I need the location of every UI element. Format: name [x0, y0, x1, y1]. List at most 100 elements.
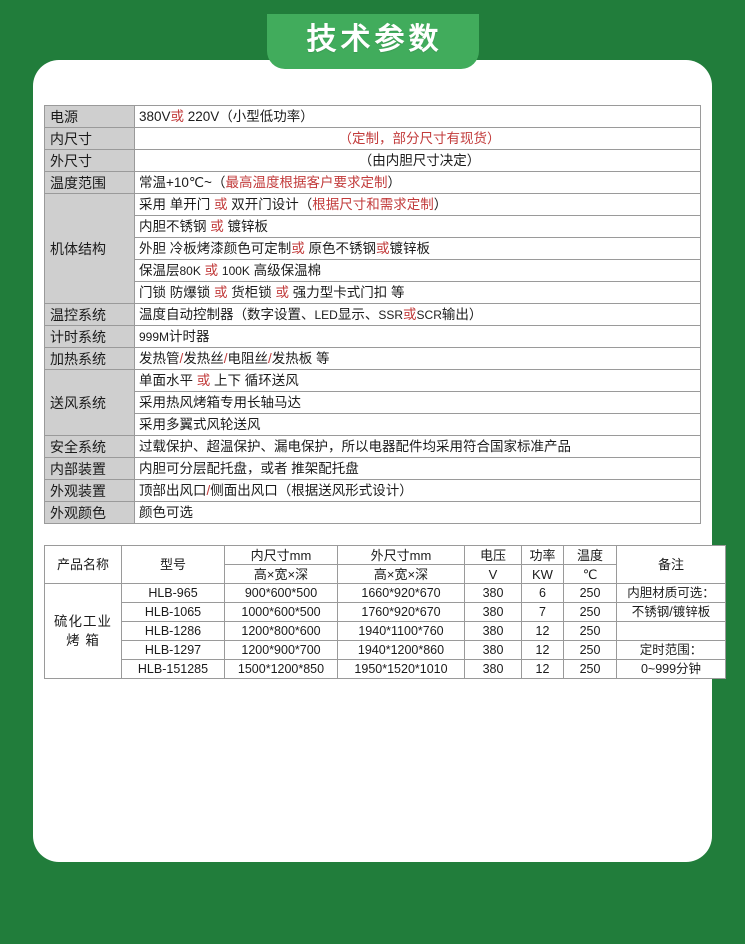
model-cell-power: 7 — [521, 602, 564, 622]
model-table-header-row-top: 产品名称 型号 内尺寸mm 外尺寸mm 电压 功率 温度 备注 — [44, 545, 726, 584]
spec-table-row: 保温层80K 或 100K 高级保温棉 — [45, 259, 701, 282]
model-cell-voltage: 380 — [464, 659, 522, 679]
header-voltage-unit: V — [464, 564, 522, 584]
header-voltage: 电压 — [464, 545, 522, 565]
model-product-name: 硫化工业烤 箱 — [44, 583, 122, 679]
spec-row-value: 颜色可选 — [134, 501, 701, 524]
model-table-row: HLB-1286 1200*800*600 1940*1100*760 380 12 25… — [45, 621, 726, 641]
model-cell-model: HLB-1065 — [121, 602, 225, 622]
spec-table-row: 内尺寸 （定制，部分尺寸有现货） — [44, 127, 701, 150]
model-cell-outer-size: 1760*920*670 — [337, 602, 465, 622]
spec-row-label: 内部装置 — [44, 457, 135, 480]
spec-table-row: 电源 380V或 220V（小型低功率） — [44, 105, 701, 128]
header-temperature-unit: ℃ — [563, 564, 617, 584]
model-cell-outer-size: 1940*1200*860 — [337, 640, 465, 660]
model-cell-model: HLB-965 — [121, 583, 225, 603]
model-table-body: 硫化工业烤 箱 HLB-965 900*600*500 1660*920*670 380… — [44, 583, 726, 679]
model-cell-power: 12 — [521, 640, 564, 660]
specification-table: 电源 380V或 220V（小型低功率） 内尺寸 （定制，部分尺寸有现货） 外尺寸 （由内… — [44, 105, 701, 524]
model-cell-inner-size: 1200*800*600 — [224, 621, 338, 641]
specification-table-body: 电源 380V或 220V（小型低功率） 内尺寸 （定制，部分尺寸有现货） 外尺寸 （由内… — [44, 105, 701, 524]
model-table-head: 产品名称 型号 内尺寸mm 外尺寸mm 电压 功率 温度 备注 高×宽×深 高×… — [44, 545, 726, 584]
spec-row-label: 安全系统 — [44, 435, 135, 458]
spec-table-row: 加热系统 发热管/发热丝/电阻丝/发热板 等 — [44, 347, 701, 370]
spec-row-value: 外胆 冷板烤漆颜色可定制或 原色不锈钢或镀锌板 — [134, 237, 701, 260]
spec-row-value: 常温+10℃~（最高温度根据客户要求定制） — [134, 171, 701, 194]
spec-row-label: 温控系统 — [44, 303, 135, 326]
spec-row-value: 单面水平 或 上下 循环送风 — [134, 369, 701, 392]
model-cell-inner-size: 900*600*500 — [224, 583, 338, 603]
page-title-banner: 技术参数 — [266, 14, 479, 69]
header-power: 功率 — [521, 545, 564, 565]
spec-table-row: 温控系统 温度自动控制器（数字设置、LED显示、SSR或SCR输出） — [44, 303, 701, 326]
spec-row-label: 电源 — [44, 105, 135, 128]
model-cell-inner-size: 1500*1200*850 — [224, 659, 338, 679]
spec-row-value: 发热管/发热丝/电阻丝/发热板 等 — [134, 347, 701, 370]
spec-table-row: 外胆 冷板烤漆颜色可定制或 原色不锈钢或镀锌板 — [45, 237, 701, 260]
spec-row-label: 加热系统 — [44, 347, 135, 370]
spec-row-value: （由内胆尺寸决定） — [134, 149, 701, 172]
spec-row-value: 内胆不锈钢 或 镀锌板 — [134, 215, 701, 238]
model-cell-power: 12 — [521, 621, 564, 641]
spec-table-row: 安全系统 过载保护、超温保护、漏电保护，所以电器配件均采用符合国家标准产品 — [44, 435, 701, 458]
header-power-unit: KW — [521, 564, 564, 584]
model-table-container: 产品名称 型号 内尺寸mm 外尺寸mm 电压 功率 温度 备注 高×宽×深 高×… — [44, 545, 726, 679]
model-cell-voltage: 380 — [464, 602, 522, 622]
model-cell-model: HLB-1297 — [121, 640, 225, 660]
spec-table-row: 机体结构 采用 单开门 或 双开门设计（根据尺寸和需求定制） — [44, 193, 701, 304]
spec-table-row: 计时系统 999M计时器 — [44, 325, 701, 348]
model-cell-power: 6 — [521, 583, 564, 603]
model-cell-temperature: 250 — [563, 640, 617, 660]
spec-row-value: 门锁 防爆锁 或 货柜锁 或 强力型卡式门扣 等 — [134, 281, 701, 304]
model-cell-note: 不锈钢/镀锌板 — [616, 602, 726, 622]
spec-row-label: 机体结构 — [44, 193, 135, 304]
title-banner-container: 技术参数 — [0, 0, 745, 72]
model-table-row: 硫化工业烤 箱 HLB-965 900*600*500 1660*920*670 380… — [44, 583, 726, 679]
spec-table-row: 采用多翼式风轮送风 — [45, 413, 701, 436]
model-cell-voltage: 380 — [464, 583, 522, 603]
spec-row-value: 内胆可分层配托盘，或者 推架配托盘 — [134, 457, 701, 480]
model-cell-temperature: 250 — [563, 659, 617, 679]
model-cell-outer-size: 1660*920*670 — [337, 583, 465, 603]
header-outer-size: 外尺寸mm — [337, 545, 465, 565]
model-cell-voltage: 380 — [464, 621, 522, 641]
model-cell-note: 0~999分钟 — [616, 659, 726, 679]
model-cell-inner-size: 1000*600*500 — [224, 602, 338, 622]
model-cell-model: HLB-1286 — [121, 621, 225, 641]
spec-row-value: 999M计时器 — [134, 325, 701, 348]
header-model: 型号 — [121, 545, 225, 584]
spec-table-row: 内部装置 内胆可分层配托盘，或者 推架配托盘 — [44, 457, 701, 480]
header-outer-size-unit: 高×宽×深 — [337, 564, 465, 584]
spec-row-value: 380V或 220V（小型低功率） — [134, 105, 701, 128]
spec-row-label: 温度范围 — [44, 171, 135, 194]
model-cell-temperature: 250 — [563, 621, 617, 641]
spec-row-label: 外观颜色 — [44, 501, 135, 524]
spec-row-label: 内尺寸 — [44, 127, 135, 150]
spec-row-value: 采用多翼式风轮送风 — [134, 413, 701, 436]
spec-row-value: 温度自动控制器（数字设置、LED显示、SSR或SCR输出） — [134, 303, 701, 326]
spec-row-label: 计时系统 — [44, 325, 135, 348]
header-temperature: 温度 — [563, 545, 617, 565]
model-table-row: HLB-1065 1000*600*500 1760*920*670 380 7 250 不… — [45, 602, 726, 622]
spec-table-row: 外观颜色 颜色可选 — [44, 501, 701, 524]
model-cell-note: 定时范围： — [616, 640, 726, 660]
spec-table-row: 温度范围 常温+10℃~（最高温度根据客户要求定制） — [44, 171, 701, 194]
spec-table-row: 外尺寸 （由内胆尺寸决定） — [44, 149, 701, 172]
model-specification-table: 产品名称 型号 内尺寸mm 外尺寸mm 电压 功率 温度 备注 高×宽×深 高×… — [44, 545, 726, 679]
model-cell-voltage: 380 — [464, 640, 522, 660]
spec-row-value: 采用热风烤箱专用长轴马达 — [134, 391, 701, 414]
spec-row-label: 送风系统 — [44, 369, 135, 436]
spec-row-value: 顶部出风口/侧面出风口（根据送风形式设计） — [134, 479, 701, 502]
spec-row-label: 外观装置 — [44, 479, 135, 502]
spec-table-row: 门锁 防爆锁 或 货柜锁 或 强力型卡式门扣 等 — [45, 281, 701, 304]
card-content: 电源 380V或 220V（小型低功率） 内尺寸 （定制，部分尺寸有现货） 外尺寸 （由内… — [44, 105, 726, 679]
header-note: 备注 — [616, 545, 726, 584]
header-product-name: 产品名称 — [44, 545, 122, 584]
spec-row-value: （定制，部分尺寸有现货） — [134, 127, 701, 150]
spec-row-label: 外尺寸 — [44, 149, 135, 172]
header-inner-size-unit: 高×宽×深 — [224, 564, 338, 584]
spec-row-value: 采用 单开门 或 双开门设计（根据尺寸和需求定制） — [134, 193, 701, 216]
spec-row-value: 保温层80K 或 100K 高级保温棉 — [134, 259, 701, 282]
model-cell-inner-size: 1200*900*700 — [224, 640, 338, 660]
spec-table-row: 内胆不锈钢 或 镀锌板 — [45, 215, 701, 238]
